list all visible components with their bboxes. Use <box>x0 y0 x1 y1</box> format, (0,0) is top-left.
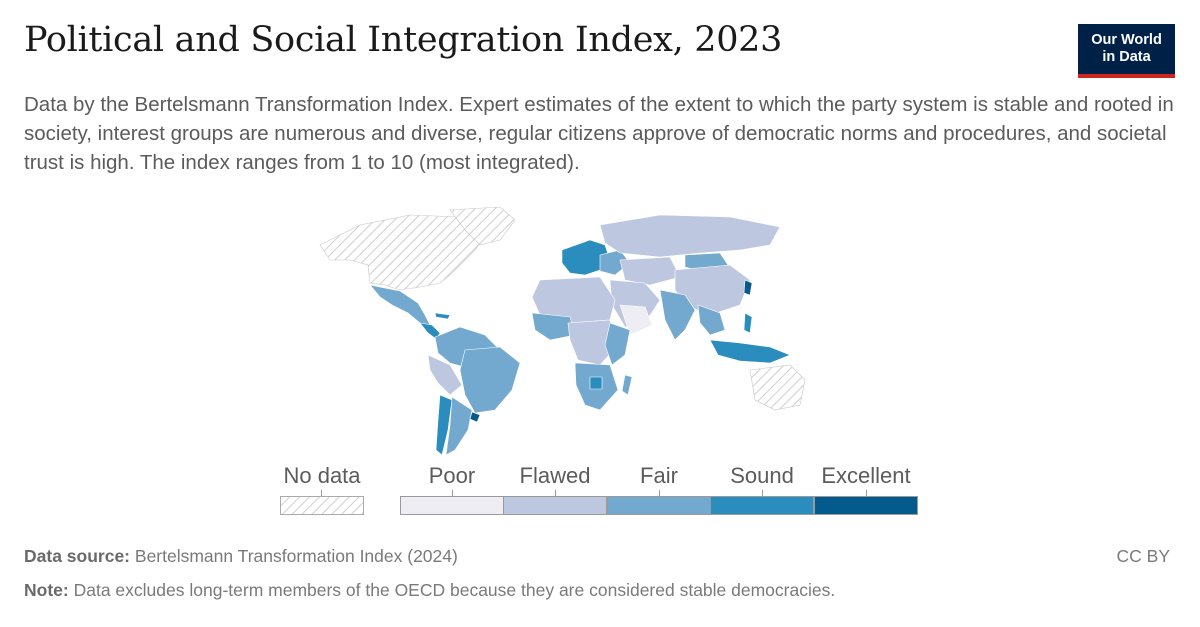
india-region <box>659 289 696 341</box>
chart-title: Political and Social Integration Index, … <box>24 20 783 60</box>
argentina-region <box>445 396 473 456</box>
central-asia-region <box>619 256 681 286</box>
brazil-region <box>459 346 521 414</box>
legend-tick-no-data <box>321 490 322 498</box>
legend-swatch-poor <box>400 496 504 515</box>
legend-swatch-flawed <box>503 496 607 515</box>
legend-label-fair: Fair <box>640 463 678 488</box>
mexico-region <box>369 284 431 326</box>
legend-swatch-no-data <box>280 496 364 515</box>
legend-swatch-excellent <box>814 496 918 515</box>
madagascar-region <box>621 374 633 396</box>
west-africa-region <box>531 312 576 341</box>
china-region <box>674 264 751 316</box>
legend-label-no-data: No data <box>283 463 361 488</box>
philippines-region <box>743 312 753 334</box>
legend-label-flawed: Flawed <box>519 463 591 488</box>
world-map <box>319 206 806 456</box>
note-line: Note: Data excludes long-term members of… <box>24 580 835 601</box>
north-america-region <box>319 214 491 291</box>
peru-bolivia-region <box>427 354 463 396</box>
legend-tick-flawed <box>555 490 556 498</box>
note-text: Data excludes long-term members of the O… <box>73 580 836 600</box>
indonesia-region <box>709 339 791 364</box>
logo-accent-bar <box>1078 74 1175 78</box>
legend-tick-poor <box>452 490 453 498</box>
uruguay-region <box>469 411 481 423</box>
data-source-label: Data source: <box>24 546 131 566</box>
legend-swatch-fair <box>607 496 711 515</box>
korea-region <box>743 279 753 296</box>
license-text[interactable]: CC BY <box>1116 546 1170 566</box>
legend-tick-sound <box>762 490 763 498</box>
legend-tick-fair <box>659 490 660 498</box>
legend-label-excellent: Excellent <box>821 463 911 488</box>
chart-subtitle: Data by the Bertelsmann Transformation I… <box>24 93 1174 174</box>
legend-label-poor: Poor <box>428 463 476 488</box>
botswana-region <box>589 376 603 390</box>
data-source-line: Data source: Bertelsmann Transformation … <box>24 546 458 567</box>
caribbean-region <box>434 312 451 320</box>
southeast-asia-region <box>697 304 726 336</box>
logo-line-1: Our World <box>1091 32 1162 48</box>
logo-line-2: in Data <box>1102 49 1151 65</box>
legend-label-sound: Sound <box>730 463 794 488</box>
east-africa-region <box>604 322 631 366</box>
data-source-text[interactable]: Bertelsmann Transformation Index (2024) <box>134 546 458 566</box>
russia-region <box>599 214 781 258</box>
arabia-region <box>619 304 653 336</box>
greenland-region <box>449 206 516 246</box>
legend-swatch-sound <box>710 496 814 515</box>
owid-logo[interactable]: Our World in Data <box>1078 24 1175 78</box>
australia-region <box>749 364 806 411</box>
legend-tick-excellent <box>866 490 867 498</box>
note-label: Note: <box>24 580 69 600</box>
